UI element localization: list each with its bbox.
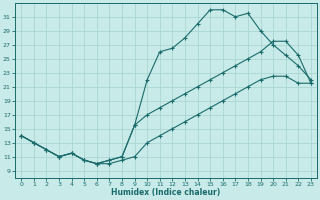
X-axis label: Humidex (Indice chaleur): Humidex (Indice chaleur)	[111, 188, 221, 197]
